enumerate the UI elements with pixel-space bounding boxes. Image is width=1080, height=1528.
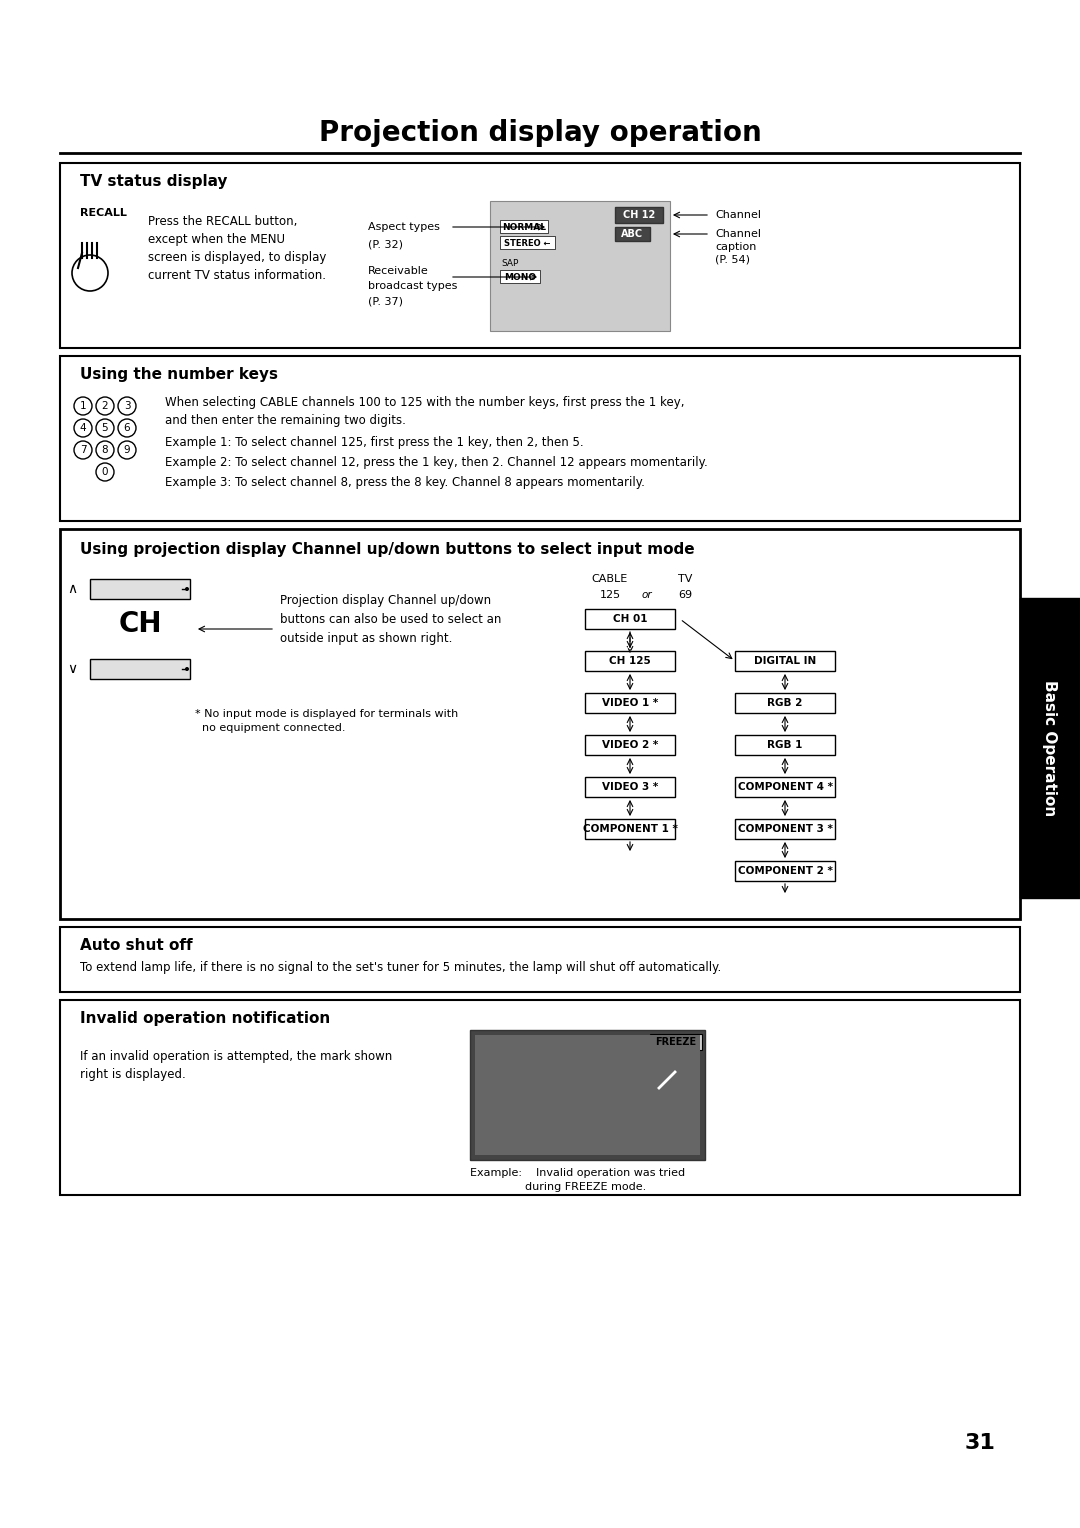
Text: 9: 9 <box>124 445 131 455</box>
FancyBboxPatch shape <box>60 529 1020 918</box>
Text: Invalid operation notification: Invalid operation notification <box>80 1010 330 1025</box>
Text: 8: 8 <box>102 445 108 455</box>
FancyBboxPatch shape <box>500 235 555 249</box>
FancyBboxPatch shape <box>60 927 1020 992</box>
FancyBboxPatch shape <box>500 270 540 283</box>
Text: Channel: Channel <box>715 209 761 220</box>
Text: caption: caption <box>715 241 756 252</box>
FancyBboxPatch shape <box>585 694 675 714</box>
Text: COMPONENT 1 *: COMPONENT 1 * <box>582 824 677 834</box>
FancyBboxPatch shape <box>735 651 835 671</box>
Text: (P. 54): (P. 54) <box>715 254 750 264</box>
Text: Receivable: Receivable <box>368 266 429 277</box>
Text: SAP: SAP <box>501 258 518 267</box>
FancyBboxPatch shape <box>500 220 548 232</box>
Text: 3: 3 <box>124 400 131 411</box>
FancyBboxPatch shape <box>585 819 675 839</box>
FancyBboxPatch shape <box>735 735 835 755</box>
Text: FREEZE: FREEZE <box>656 1038 697 1047</box>
Text: VIDEO 2 *: VIDEO 2 * <box>602 740 658 750</box>
Text: 7: 7 <box>80 445 86 455</box>
FancyBboxPatch shape <box>615 206 663 223</box>
FancyBboxPatch shape <box>735 860 835 882</box>
Text: MONO: MONO <box>504 272 536 281</box>
Text: broadcast types: broadcast types <box>368 281 457 290</box>
FancyBboxPatch shape <box>735 819 835 839</box>
Text: To extend lamp life, if there is no signal to the set's tuner for 5 minutes, the: To extend lamp life, if there is no sign… <box>80 961 721 973</box>
Text: Example 2: To select channel 12, press the 1 key, then 2. Channel 12 appears mom: Example 2: To select channel 12, press t… <box>165 455 707 469</box>
Text: Channel: Channel <box>715 229 761 238</box>
Text: VIDEO 3 *: VIDEO 3 * <box>602 782 658 792</box>
Text: COMPONENT 4 *: COMPONENT 4 * <box>738 782 833 792</box>
Text: Example:    Invalid operation was tried: Example: Invalid operation was tried <box>470 1167 685 1178</box>
Text: RECALL: RECALL <box>80 208 126 219</box>
Text: COMPONENT 3 *: COMPONENT 3 * <box>738 824 833 834</box>
Text: VIDEO 1 *: VIDEO 1 * <box>602 698 658 707</box>
Text: 6: 6 <box>124 423 131 432</box>
FancyBboxPatch shape <box>585 778 675 798</box>
Text: Using projection display Channel up/down buttons to select input mode: Using projection display Channel up/down… <box>80 541 694 556</box>
Text: 2: 2 <box>102 400 108 411</box>
Text: or: or <box>642 590 652 601</box>
FancyBboxPatch shape <box>585 651 675 671</box>
Text: 4: 4 <box>80 423 86 432</box>
FancyBboxPatch shape <box>90 579 190 599</box>
Text: CH 125: CH 125 <box>609 656 651 666</box>
Text: Auto shut off: Auto shut off <box>80 938 192 952</box>
Text: Projection display operation: Projection display operation <box>319 119 761 147</box>
Text: 1: 1 <box>80 400 86 411</box>
Text: TV status display: TV status display <box>80 174 228 188</box>
FancyBboxPatch shape <box>615 228 650 241</box>
Text: Using the number keys: Using the number keys <box>80 367 278 382</box>
Text: COMPONENT 2 *: COMPONENT 2 * <box>738 866 833 876</box>
FancyBboxPatch shape <box>585 610 675 630</box>
Text: 69: 69 <box>678 590 692 601</box>
Text: Example 1: To select channel 125, first press the 1 key, then 2, then 5.: Example 1: To select channel 125, first … <box>165 435 583 449</box>
Text: If an invalid operation is attempted, the mark shown
right is displayed.: If an invalid operation is attempted, th… <box>80 1050 392 1080</box>
FancyBboxPatch shape <box>60 356 1020 521</box>
FancyBboxPatch shape <box>60 163 1020 348</box>
Text: DIGITAL IN: DIGITAL IN <box>754 656 816 666</box>
Text: ∧: ∧ <box>67 582 77 596</box>
Text: 5: 5 <box>102 423 108 432</box>
Text: 0: 0 <box>102 468 108 477</box>
Text: * No input mode is displayed for terminals with
  no equipment connected.: * No input mode is displayed for termina… <box>195 709 458 733</box>
FancyBboxPatch shape <box>60 999 1020 1195</box>
Text: CABLE: CABLE <box>592 575 629 584</box>
Text: Basic Operation: Basic Operation <box>1042 680 1057 816</box>
Text: ABC: ABC <box>621 229 643 238</box>
Text: ∨: ∨ <box>67 662 77 675</box>
FancyBboxPatch shape <box>650 1034 702 1050</box>
Text: 125: 125 <box>599 590 621 601</box>
FancyBboxPatch shape <box>475 1034 700 1155</box>
FancyBboxPatch shape <box>470 1030 705 1160</box>
FancyBboxPatch shape <box>490 202 670 332</box>
Text: Aspect types: Aspect types <box>368 222 440 232</box>
Text: CH 01: CH 01 <box>612 614 647 623</box>
Text: STEREO ←: STEREO ← <box>503 238 550 248</box>
Text: (P. 32): (P. 32) <box>368 238 403 249</box>
Text: RGB 1: RGB 1 <box>767 740 802 750</box>
Text: 31: 31 <box>964 1433 996 1453</box>
FancyBboxPatch shape <box>1020 597 1080 898</box>
FancyBboxPatch shape <box>735 778 835 798</box>
FancyBboxPatch shape <box>90 659 190 678</box>
Text: CH 12: CH 12 <box>623 209 656 220</box>
Text: NORMAL: NORMAL <box>502 223 546 232</box>
Text: (P. 37): (P. 37) <box>368 296 403 306</box>
Text: TV: TV <box>678 575 692 584</box>
Text: Press the RECALL button,
except when the MENU
screen is displayed, to display
cu: Press the RECALL button, except when the… <box>148 215 326 283</box>
Text: during FREEZE mode.: during FREEZE mode. <box>525 1183 646 1192</box>
Circle shape <box>185 668 189 671</box>
Text: Projection display Channel up/down
buttons can also be used to select an
outside: Projection display Channel up/down butto… <box>280 594 501 645</box>
FancyBboxPatch shape <box>735 694 835 714</box>
FancyBboxPatch shape <box>585 735 675 755</box>
Text: RGB 2: RGB 2 <box>767 698 802 707</box>
Text: When selecting CABLE channels 100 to 125 with the number keys, first press the 1: When selecting CABLE channels 100 to 125… <box>165 396 685 426</box>
Text: Example 3: To select channel 8, press the 8 key. Channel 8 appears momentarily.: Example 3: To select channel 8, press th… <box>165 477 645 489</box>
Text: CH: CH <box>118 610 162 639</box>
Circle shape <box>185 587 189 591</box>
